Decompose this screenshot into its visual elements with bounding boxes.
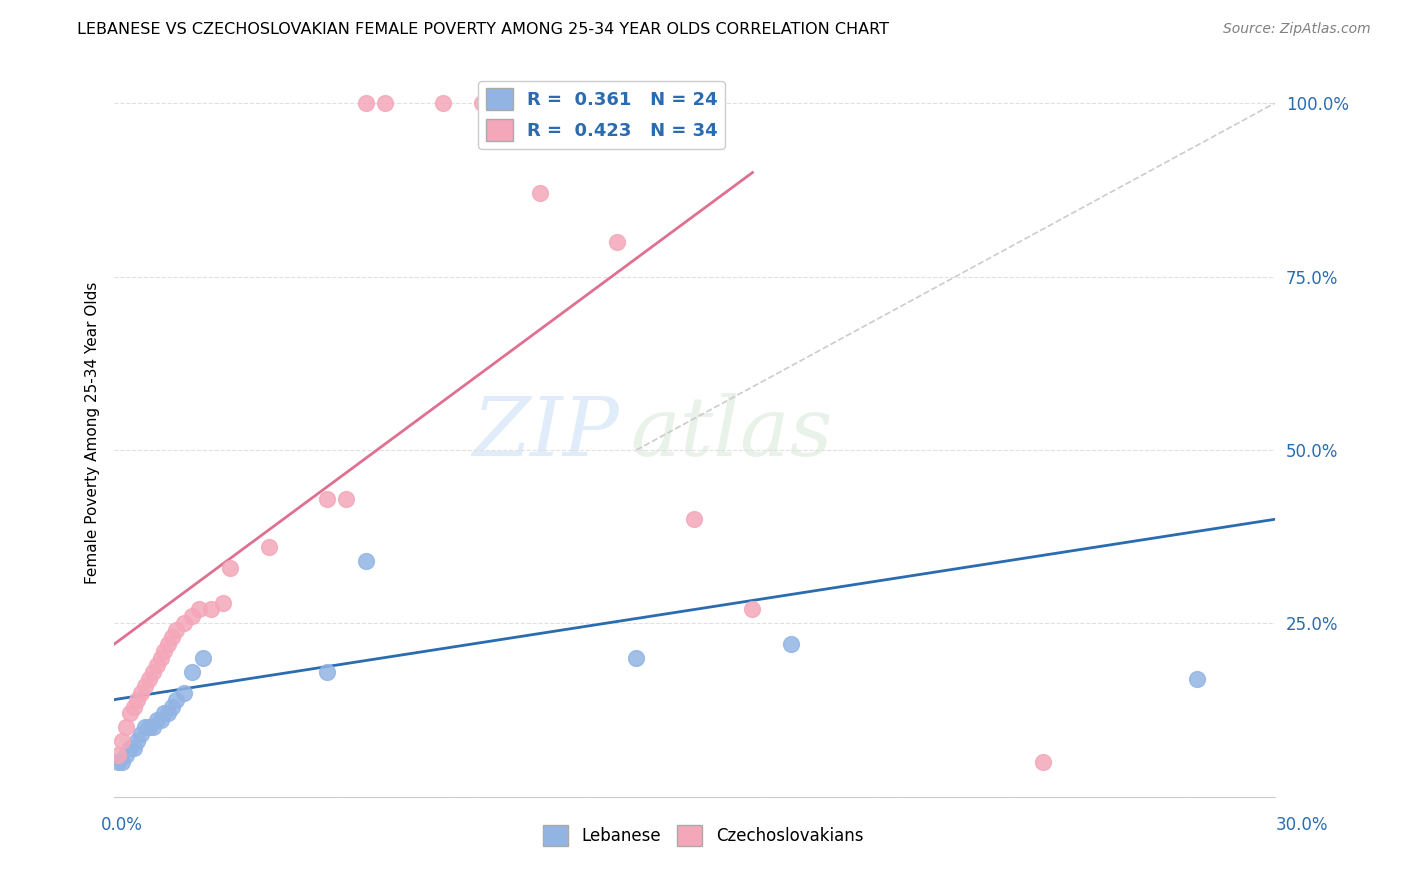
Point xyxy=(316,491,339,506)
Point xyxy=(173,616,195,631)
Point xyxy=(114,720,136,734)
Point xyxy=(1032,755,1054,769)
Point xyxy=(211,595,233,609)
Point xyxy=(153,644,176,658)
Point xyxy=(606,235,628,249)
Point xyxy=(471,96,494,111)
Y-axis label: Female Poverty Among 25-34 Year Olds: Female Poverty Among 25-34 Year Olds xyxy=(86,282,100,583)
Point xyxy=(145,657,167,672)
Point xyxy=(122,699,145,714)
Point xyxy=(107,748,129,763)
Point xyxy=(129,727,152,741)
Point xyxy=(219,561,242,575)
Point xyxy=(134,679,156,693)
Point xyxy=(157,706,180,721)
Point xyxy=(118,706,141,721)
Point xyxy=(432,96,454,111)
Point xyxy=(157,637,180,651)
Point xyxy=(165,624,187,638)
Point xyxy=(173,686,195,700)
Point xyxy=(354,554,377,568)
Point xyxy=(200,602,222,616)
Point xyxy=(142,665,165,679)
Point xyxy=(165,692,187,706)
Text: 0.0%: 0.0% xyxy=(101,816,143,834)
Point xyxy=(153,706,176,721)
Legend: R =  0.361   N = 24, R =  0.423   N = 34: R = 0.361 N = 24, R = 0.423 N = 34 xyxy=(478,81,725,149)
Point xyxy=(180,665,202,679)
Point xyxy=(683,512,706,526)
Point xyxy=(127,734,149,748)
Point xyxy=(354,96,377,111)
Point xyxy=(118,741,141,756)
Point xyxy=(127,692,149,706)
Text: atlas: atlas xyxy=(631,392,832,473)
Point xyxy=(257,540,280,554)
Point xyxy=(142,720,165,734)
Point xyxy=(160,630,183,644)
Point xyxy=(149,714,172,728)
Point xyxy=(316,665,339,679)
Point xyxy=(1187,672,1209,686)
Point xyxy=(191,651,214,665)
Point xyxy=(122,741,145,756)
Point xyxy=(780,637,803,651)
Point xyxy=(111,755,134,769)
Point xyxy=(107,755,129,769)
Text: 30.0%: 30.0% xyxy=(1277,816,1329,834)
Point xyxy=(374,96,396,111)
Text: Source: ZipAtlas.com: Source: ZipAtlas.com xyxy=(1223,22,1371,37)
Point xyxy=(626,651,648,665)
Point xyxy=(335,491,357,506)
Point xyxy=(741,602,763,616)
Text: LEBANESE VS CZECHOSLOVAKIAN FEMALE POVERTY AMONG 25-34 YEAR OLDS CORRELATION CHA: LEBANESE VS CZECHOSLOVAKIAN FEMALE POVER… xyxy=(77,22,890,37)
Point xyxy=(114,748,136,763)
Point xyxy=(129,686,152,700)
Point xyxy=(138,672,160,686)
Point xyxy=(138,720,160,734)
Point xyxy=(111,734,134,748)
Point xyxy=(529,186,551,201)
Point xyxy=(134,720,156,734)
Text: ZIP: ZIP xyxy=(472,392,619,473)
Point xyxy=(149,651,172,665)
Point xyxy=(180,609,202,624)
Point xyxy=(188,602,211,616)
Point xyxy=(145,714,167,728)
Point xyxy=(160,699,183,714)
Legend: Lebanese, Czechoslovakians: Lebanese, Czechoslovakians xyxy=(536,819,870,853)
